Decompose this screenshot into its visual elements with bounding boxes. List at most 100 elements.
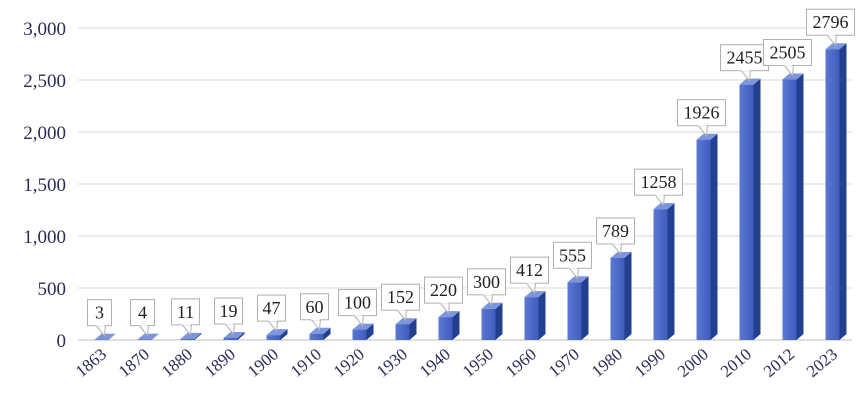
data-label-box <box>763 38 812 66</box>
data-label: 2796 <box>806 8 855 47</box>
bar-top <box>94 333 116 340</box>
bar-side <box>280 329 288 340</box>
y-tick-label: 1,000 <box>23 227 66 248</box>
bar-side <box>194 332 202 340</box>
data-label: 555 <box>553 241 592 280</box>
bar <box>739 78 761 341</box>
y-tick-label: 2,000 <box>23 123 66 144</box>
x-tick-label: 1890 <box>201 345 239 381</box>
bar <box>524 291 546 340</box>
data-label-pointer <box>825 33 838 47</box>
bar <box>825 43 847 340</box>
data-label: 152 <box>381 283 420 322</box>
data-label-box <box>806 8 855 36</box>
bar <box>395 318 417 340</box>
bar-side <box>323 327 331 340</box>
bar-top <box>524 291 546 298</box>
bar-top <box>825 43 847 50</box>
data-label-text: 2455 <box>727 48 763 68</box>
bar-front <box>180 338 195 340</box>
data-label-pointer <box>438 301 451 315</box>
data-label-box <box>87 299 112 327</box>
bar-side <box>667 203 675 340</box>
data-label-pointer <box>352 314 365 327</box>
bar <box>782 73 804 340</box>
data-label-text: 100 <box>344 293 371 313</box>
bar-front <box>223 338 238 340</box>
x-tick-label: 2023 <box>803 345 841 381</box>
data-label: 789 <box>596 217 635 256</box>
bar-side <box>366 323 374 340</box>
bar-side <box>151 333 159 340</box>
data-label-text: 47 <box>263 298 281 318</box>
bar-front <box>610 257 625 340</box>
bar <box>352 323 374 340</box>
data-label-box <box>677 99 726 127</box>
data-label-pointer <box>137 324 150 337</box>
y-tick-label: 0 <box>57 331 67 352</box>
data-label-pointer <box>610 242 623 256</box>
bar-front <box>309 333 324 340</box>
bar <box>137 333 159 340</box>
bar <box>610 251 632 340</box>
y-axis: 0 500 1,000 1,500 2,000 2,500 3,000 <box>23 19 66 352</box>
bar-front <box>266 335 281 340</box>
data-label: 60 <box>300 293 329 332</box>
bar <box>696 133 718 340</box>
x-tick-label: 1960 <box>502 345 540 381</box>
bar-top <box>567 276 589 283</box>
bar-side <box>624 251 632 340</box>
x-tick-label: 1950 <box>459 345 497 381</box>
data-label-box <box>510 256 549 284</box>
data-labels: 3 4 11 19 47 60 100 152 220 300 412 555 789 1258 1926 2… <box>87 8 855 337</box>
bar <box>481 302 503 340</box>
bar-top <box>481 302 503 309</box>
bar-front <box>481 308 496 340</box>
bar <box>94 333 116 340</box>
bar-top <box>223 332 245 339</box>
data-label-pointer <box>653 193 666 207</box>
data-label: 2505 <box>763 38 812 77</box>
data-label-pointer <box>180 323 193 337</box>
data-label-pointer <box>481 293 494 307</box>
data-label-box <box>553 241 592 269</box>
bar-front <box>438 317 453 340</box>
bar-front <box>696 139 711 340</box>
y-tick-label: 2,500 <box>23 71 66 92</box>
data-label: 2455 <box>720 44 769 82</box>
x-tick-label: 1920 <box>330 345 368 381</box>
bar-top <box>610 251 632 258</box>
data-label: 4 <box>130 299 155 337</box>
bar-top <box>137 333 159 340</box>
data-label-pointer <box>739 69 752 82</box>
data-label-pointer <box>94 324 107 337</box>
data-label-text: 555 <box>559 245 586 265</box>
bar-side <box>409 318 417 340</box>
data-label-text: 789 <box>602 221 629 241</box>
y-tick-label: 1,500 <box>23 175 66 196</box>
data-label: 300 <box>467 268 506 307</box>
data-label-box <box>171 298 200 326</box>
x-tick-label: 1930 <box>373 345 411 381</box>
bar-front <box>352 329 367 340</box>
data-label-box <box>300 293 329 321</box>
bar-front <box>395 324 410 340</box>
data-label-text: 300 <box>473 272 500 292</box>
y-tick-label: 500 <box>38 279 67 300</box>
data-label: 47 <box>257 294 286 333</box>
data-label-box <box>424 276 463 304</box>
bar-side <box>495 302 503 340</box>
bar <box>266 329 288 340</box>
data-label-text: 4 <box>138 303 147 323</box>
bar-top <box>696 133 718 140</box>
x-tick-label: 2010 <box>717 345 755 381</box>
data-label: 1926 <box>677 99 726 137</box>
data-label-text: 2796 <box>813 12 849 32</box>
data-label: 100 <box>338 289 377 327</box>
bar-side <box>839 43 847 340</box>
data-label-pointer <box>696 124 709 137</box>
data-label-text: 11 <box>177 302 194 322</box>
bar <box>653 203 675 340</box>
